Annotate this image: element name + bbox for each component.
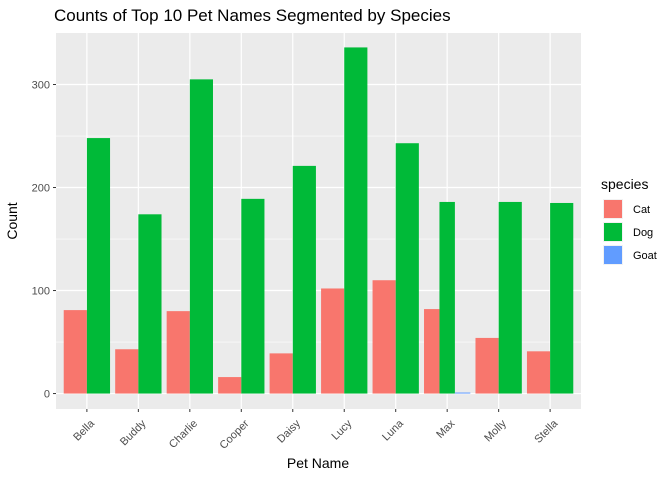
y-tick-label: 300 [32, 80, 50, 92]
bar-cat-bella [63, 310, 87, 394]
bar-cat-daisy [269, 353, 293, 394]
x-tick-label: Lucy [330, 417, 355, 442]
legend-key-cat [604, 200, 622, 218]
legend: species Cat Dog Goat [601, 176, 657, 265]
bar-dog-cooper [241, 198, 265, 394]
y-axis-title: Count [4, 202, 20, 239]
legend-label-goat: Goat [633, 250, 657, 262]
x-tick-label: Bella [71, 417, 97, 443]
bar-cat-molly [475, 337, 499, 394]
bar-dog-bella [86, 138, 111, 394]
bar-dog-lucy [344, 47, 368, 394]
x-tick-label: Molly [482, 417, 509, 444]
bar-dog-luna [395, 143, 419, 394]
bar-cat-cooper [218, 377, 242, 394]
bar-dog-max [439, 201, 455, 394]
bar-dog-daisy [292, 165, 316, 394]
x-tick-label: Max [434, 417, 458, 441]
x-tick-label: Luna [380, 417, 406, 443]
bar-cat-luna [372, 280, 396, 394]
y-tick-label: 200 [32, 183, 50, 195]
x-tick-label: Daisy [275, 417, 303, 445]
y-tick-label: 100 [32, 286, 50, 298]
bar-cat-charlie [166, 311, 190, 394]
bar-cat-max [424, 309, 440, 394]
chart-title: Counts of Top 10 Pet Names Segmented by … [54, 6, 451, 25]
legend-label-dog: Dog [633, 227, 653, 239]
y-axis: 0 100 200 300 [32, 80, 56, 401]
legend-label-cat: Cat [633, 204, 650, 216]
bar-cat-lucy [321, 288, 345, 394]
bar-cat-stella [526, 351, 551, 394]
legend-title: species [601, 176, 648, 192]
bars [63, 47, 574, 394]
bar-dog-buddy [138, 214, 162, 394]
x-tick-label: Buddy [118, 417, 149, 448]
legend-key-goat [604, 246, 622, 264]
y-tick-label: 0 [44, 389, 50, 401]
legend-key-dog [604, 223, 622, 241]
x-tick-label: Charlie [167, 418, 200, 451]
bar-dog-charlie [189, 79, 213, 394]
x-tick-label: Stella [532, 417, 561, 446]
bar-goat-max [454, 392, 471, 394]
x-axis-title: Pet Name [287, 455, 349, 471]
x-axis: Bella Buddy Charlie Cooper Daisy Lucy Luna Max M… [71, 409, 561, 452]
bar-dog-stella [550, 202, 574, 394]
x-tick-label: Cooper [218, 417, 252, 451]
bar-cat-buddy [115, 349, 139, 394]
bar-dog-molly [498, 201, 522, 394]
